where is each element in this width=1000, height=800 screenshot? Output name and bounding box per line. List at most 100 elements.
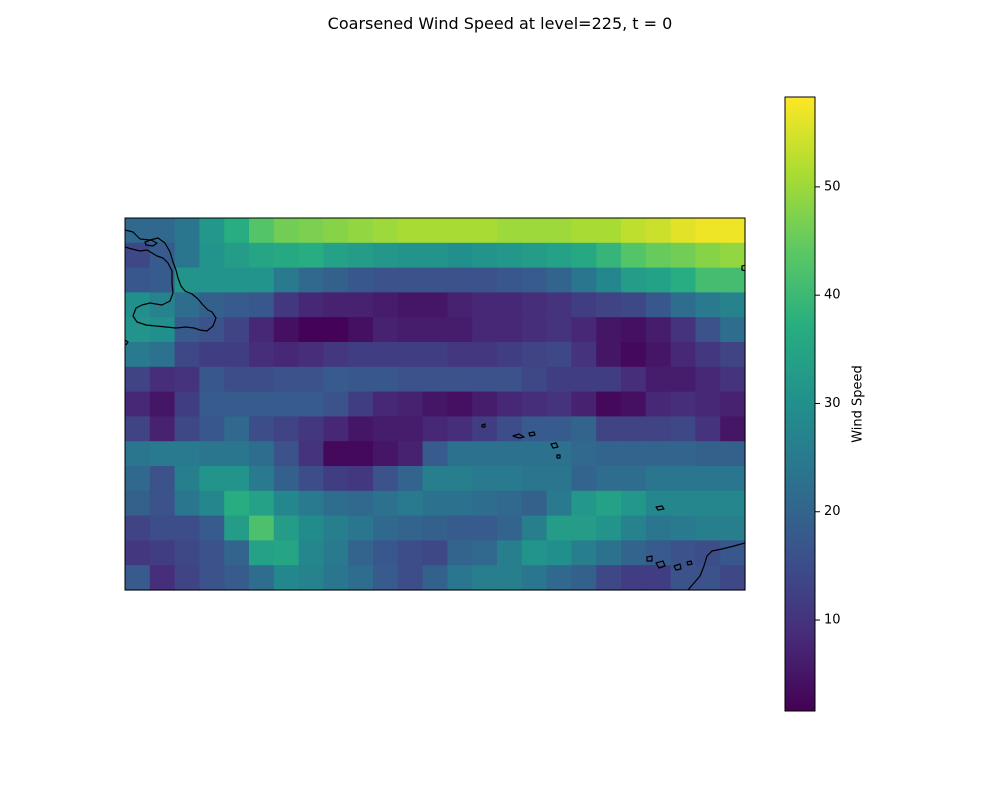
heatmap-cell bbox=[497, 242, 523, 269]
heatmap-cell bbox=[695, 540, 721, 566]
heatmap-cell bbox=[645, 391, 672, 417]
heatmap-cell bbox=[298, 218, 324, 244]
heatmap-cell bbox=[621, 416, 647, 442]
heatmap-cell bbox=[199, 391, 225, 417]
heatmap-cell bbox=[397, 490, 424, 517]
heatmap-cell bbox=[695, 565, 721, 591]
heatmap-cell bbox=[472, 515, 498, 541]
heatmap-cell bbox=[224, 466, 250, 492]
heatmap-cell bbox=[348, 515, 374, 541]
heatmap-cell bbox=[397, 540, 424, 566]
heatmap-cell bbox=[645, 490, 672, 517]
heatmap-cell bbox=[125, 565, 151, 591]
heatmap-cell bbox=[645, 466, 672, 492]
heatmap-cell bbox=[720, 366, 746, 393]
heatmap-cell bbox=[348, 416, 374, 442]
heatmap-cell bbox=[125, 466, 151, 492]
heatmap-cell bbox=[199, 242, 225, 269]
heatmap-cell bbox=[249, 565, 275, 591]
heatmap-cell bbox=[397, 317, 424, 343]
heatmap-cell bbox=[298, 292, 324, 318]
heatmap-cell bbox=[447, 242, 473, 269]
heatmap-cell bbox=[373, 466, 399, 492]
heatmap-cell bbox=[695, 366, 721, 393]
coastline-canary-2 bbox=[655, 560, 666, 569]
heatmap-cell bbox=[670, 218, 696, 244]
heatmap-cell bbox=[273, 441, 300, 467]
heatmap-cell bbox=[521, 490, 548, 517]
heatmap-cell bbox=[521, 242, 548, 269]
heatmap-cell bbox=[373, 441, 399, 467]
heatmap-cell bbox=[273, 515, 300, 541]
colorbar-tick-label: 10 bbox=[824, 613, 841, 628]
heatmap-cell bbox=[323, 490, 349, 517]
heatmap-cell bbox=[397, 515, 424, 541]
heatmap-cell bbox=[323, 441, 349, 467]
heatmap-cell bbox=[695, 342, 721, 368]
heatmap-cell bbox=[149, 416, 176, 442]
heatmap-cell bbox=[199, 540, 225, 566]
heatmap-cell bbox=[149, 540, 176, 566]
heatmap-cell bbox=[149, 490, 176, 517]
heatmap-cell bbox=[174, 366, 200, 393]
coastline-azores-2 bbox=[528, 431, 536, 437]
heatmap-cell bbox=[125, 515, 151, 541]
heatmap-cell bbox=[249, 218, 275, 244]
heatmap-cell bbox=[621, 292, 647, 318]
heatmap-cell bbox=[645, 416, 672, 442]
heatmap-cell bbox=[273, 416, 300, 442]
heatmap-cell bbox=[199, 416, 225, 442]
heatmap-cell bbox=[447, 366, 473, 393]
colorbar: 10 20 30 40 50 Wind Speed bbox=[784, 96, 866, 712]
heatmap-cell bbox=[596, 466, 622, 492]
heatmap-cell bbox=[422, 565, 448, 591]
heatmap-cell bbox=[149, 391, 176, 417]
heatmap-cell bbox=[348, 540, 374, 566]
heatmap-cell bbox=[373, 317, 399, 343]
heatmap-cell bbox=[397, 242, 424, 269]
heatmap-cell bbox=[546, 292, 572, 318]
heatmap-cell bbox=[298, 490, 324, 517]
heatmap-cell bbox=[571, 540, 597, 566]
heatmap-cell bbox=[249, 242, 275, 269]
heatmap-cell bbox=[249, 540, 275, 566]
heatmap-cell bbox=[224, 292, 250, 318]
heatmap-cell bbox=[521, 466, 548, 492]
heatmap-cell bbox=[323, 342, 349, 368]
heatmap-cell bbox=[298, 515, 324, 541]
heatmap-cell bbox=[447, 391, 473, 417]
heatmap-cell bbox=[521, 366, 548, 393]
heatmap-cell bbox=[472, 416, 498, 442]
heatmap-cell bbox=[298, 540, 324, 566]
heatmap-cell bbox=[621, 267, 647, 293]
heatmap-cell bbox=[323, 515, 349, 541]
heatmap-cell bbox=[521, 391, 548, 417]
heatmap-cell bbox=[323, 218, 349, 244]
heatmap-cell bbox=[571, 267, 597, 293]
heatmap-cell bbox=[720, 292, 746, 318]
heatmap-cell bbox=[273, 242, 300, 269]
heatmap-cell bbox=[497, 466, 523, 492]
heatmap-cell bbox=[298, 267, 324, 293]
heatmap-cell bbox=[720, 565, 746, 591]
heatmap-cell bbox=[720, 466, 746, 492]
heatmap-cell bbox=[199, 342, 225, 368]
heatmap-cell bbox=[447, 292, 473, 318]
heatmap-cell bbox=[249, 490, 275, 517]
heatmap-cell bbox=[472, 565, 498, 591]
heatmap-cell bbox=[199, 218, 225, 244]
heatmap-cell bbox=[224, 342, 250, 368]
heatmap-cell bbox=[249, 267, 275, 293]
heatmap-cell bbox=[720, 441, 746, 467]
heatmap-cell bbox=[422, 218, 448, 244]
heatmap-cell bbox=[571, 218, 597, 244]
heatmap-cell bbox=[497, 515, 523, 541]
heatmap-cell bbox=[199, 441, 225, 467]
heatmap-cell bbox=[249, 317, 275, 343]
heatmap-cell bbox=[720, 416, 746, 442]
heatmap-cell bbox=[695, 441, 721, 467]
heatmap-cell bbox=[596, 292, 622, 318]
heatmap-cell bbox=[571, 466, 597, 492]
heatmap-cell bbox=[621, 218, 647, 244]
heatmap-cell bbox=[695, 267, 721, 293]
